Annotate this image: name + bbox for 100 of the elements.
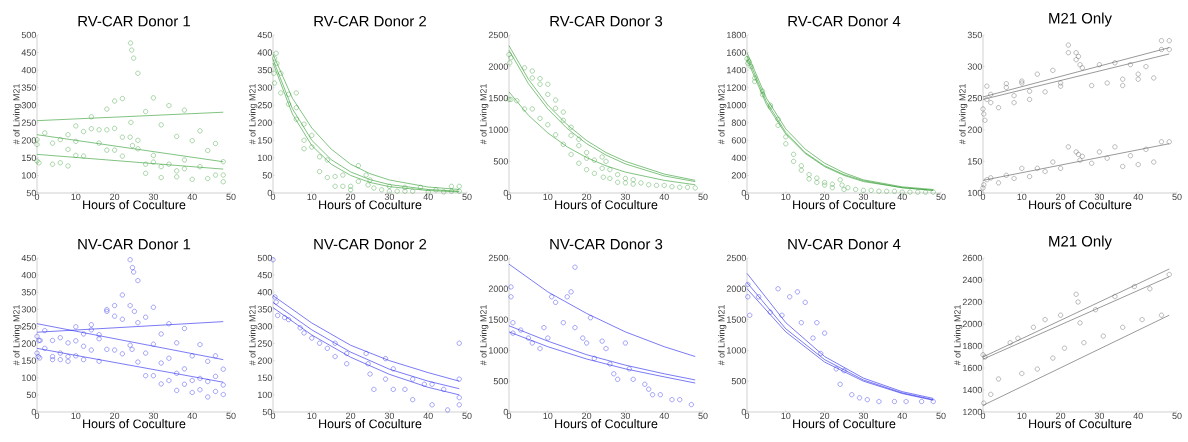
x-tick-label: 10 xyxy=(71,193,81,201)
y-tick-label: 150 xyxy=(968,158,982,165)
x-tick-label: 50 xyxy=(936,412,946,420)
y-axis-title: # of Living M21 xyxy=(12,84,22,145)
y-tick-label: 1500 xyxy=(489,95,508,102)
chart-title: NV-CAR Donor 3 xyxy=(550,238,663,250)
y-tick-label: 600 xyxy=(731,137,746,144)
y-axis-title: # of Living M21 xyxy=(953,305,963,366)
x-tick-label: 40 xyxy=(659,193,669,201)
x-tick-label: 30 xyxy=(858,193,869,201)
x-tick-label: 50 xyxy=(462,193,472,201)
x-tick-label: 20 xyxy=(110,193,120,201)
y-tick-label: 2500 xyxy=(488,254,508,262)
y-tick-label: 800 xyxy=(731,119,746,126)
x-tick-label: 40 xyxy=(1133,412,1143,420)
y-axis-title: # of Living M21 xyxy=(958,84,968,145)
chart-title: RV-CAR Donor 1 xyxy=(78,15,191,27)
x-tick-label: 40 xyxy=(897,193,907,201)
y-tick-label: 200 xyxy=(967,126,982,133)
x-tick-label: 10 xyxy=(1017,193,1027,201)
y-tick-label: 350 xyxy=(257,66,272,74)
x-tick-label: 50 xyxy=(226,412,236,420)
chart-title: RV-CAR Donor 4 xyxy=(788,15,901,27)
x-tick-label: 40 xyxy=(897,412,907,420)
y-tick-label: 2600 xyxy=(962,254,982,262)
y-tick-label: 150 xyxy=(22,357,36,364)
y-tick-label: 350 xyxy=(21,84,36,91)
x-tick-label: 30 xyxy=(384,193,395,201)
x-tick-label: 40 xyxy=(187,193,197,201)
y-tick-label: 2200 xyxy=(962,298,982,306)
x-tick-label: 20 xyxy=(346,193,356,201)
x-axis-title: Hours of Coculture xyxy=(319,419,422,429)
y-tick-label: 100 xyxy=(258,154,272,162)
y-tick-label: 2400 xyxy=(962,276,982,284)
x-tick-label: 40 xyxy=(1133,193,1143,201)
y-tick-label: 50 xyxy=(262,172,272,179)
y-tick-label: 200 xyxy=(731,172,746,179)
y-axis-title: # of Living M21 xyxy=(248,84,258,145)
y-tick-label: 2000 xyxy=(488,285,508,292)
y-axis-title: # of Living M21 xyxy=(717,84,727,145)
x-tick-label: 10 xyxy=(307,412,317,420)
y-axis-title: # of Living M21 xyxy=(717,305,727,366)
y-tick-label: 1000 xyxy=(489,126,508,133)
y-tick-label: 450 xyxy=(21,49,36,56)
y-tick-label: 150 xyxy=(258,374,272,381)
y-tick-label: 500 xyxy=(493,158,508,165)
y-tick-label: 2000 xyxy=(962,320,982,328)
y-tick-label: 1600 xyxy=(963,364,982,372)
y-tick-label: 50 xyxy=(26,391,36,399)
x-tick-label: 10 xyxy=(781,412,791,420)
y-tick-label: 200 xyxy=(257,357,272,364)
x-tick-label: 50 xyxy=(698,193,708,201)
x-tick-label: 30 xyxy=(1094,412,1105,420)
y-tick-label: 400 xyxy=(21,66,36,74)
y-tick-label: 200 xyxy=(257,119,272,126)
y-tick-label: 1400 xyxy=(727,66,746,74)
x-tick-label: 40 xyxy=(423,193,433,201)
x-tick-label: 30 xyxy=(148,193,159,201)
chart-title: RV-CAR Donor 3 xyxy=(550,15,663,27)
x-axis-title: Hours of Coculture xyxy=(555,419,658,429)
y-axis-title: # of Living M21 xyxy=(248,305,258,366)
y-tick-label: 300 xyxy=(21,306,36,313)
y-tick-label: 400 xyxy=(21,271,36,279)
y-tick-label: 1500 xyxy=(489,316,508,323)
y-tick-label: 1200 xyxy=(727,84,746,91)
y-tick-label: 300 xyxy=(257,323,272,330)
y-tick-label: 150 xyxy=(258,137,272,144)
y-tick-label: 1800 xyxy=(727,31,746,39)
y-tick-label: 2000 xyxy=(488,63,508,70)
x-tick-label: 10 xyxy=(71,412,81,420)
y-axis-title: # of Living M21 xyxy=(479,84,489,145)
y-tick-label: 100 xyxy=(22,172,36,179)
y-tick-label: 250 xyxy=(21,323,36,330)
y-tick-label: 1000 xyxy=(727,347,746,354)
y-tick-label: 450 xyxy=(257,271,272,279)
x-tick-label: 50 xyxy=(936,193,946,201)
y-tick-label: 350 xyxy=(257,306,272,313)
y-tick-label: 500 xyxy=(493,378,508,385)
y-tick-label: 1800 xyxy=(963,342,982,350)
y-tick-label: 400 xyxy=(257,49,272,56)
x-axis-title: Hours of Coculture xyxy=(319,200,422,210)
chart-title: M21 Only xyxy=(1049,235,1112,250)
x-tick-label: 30 xyxy=(1094,193,1105,201)
y-tick-label: 250 xyxy=(257,102,272,109)
y-tick-label: 1200 xyxy=(963,408,982,416)
x-axis-title: Hours of Coculture xyxy=(793,419,896,429)
x-tick-label: 30 xyxy=(858,412,869,420)
x-axis-title: Hours of Coculture xyxy=(83,419,186,429)
x-tick-label: 20 xyxy=(110,412,120,420)
x-axis-title: Hours of Coculture xyxy=(793,200,896,210)
x-tick-label: 10 xyxy=(543,412,553,420)
y-tick-label: 300 xyxy=(21,102,36,109)
chart-title: RV-CAR Donor 2 xyxy=(314,15,426,27)
y-tick-label: 350 xyxy=(967,31,982,39)
x-tick-label: 20 xyxy=(1056,193,1066,201)
x-tick-label: 10 xyxy=(781,193,791,201)
y-tick-label: 2500 xyxy=(726,254,746,262)
chart-title: NV-CAR Donor 4 xyxy=(788,238,901,250)
x-tick-label: 10 xyxy=(307,193,317,201)
x-axis-title: Hours of Coculture xyxy=(1029,419,1132,429)
